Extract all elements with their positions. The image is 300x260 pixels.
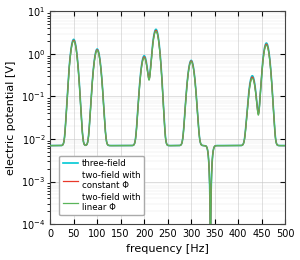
two-field with
linear Φ [154,30,158,33]
two-field with
linear Φ [58,144,62,147]
Y-axis label: electric potential [V]: electric potential [V] [6,61,16,175]
two-field with
constant Φ [62,138,66,141]
X-axis label: frequency [Hz]: frequency [Hz] [126,244,209,255]
two-field with
constant Φ [284,144,287,147]
two-field with
constant Φ [58,144,62,147]
two-field with
constant Φ [50,144,53,147]
three-field [58,144,62,147]
two-field with
linear Φ [163,132,167,135]
two-field with
linear Φ [271,99,275,102]
two-field with
linear Φ [48,144,52,147]
two-field with
constant Φ [94,49,98,53]
Line: two-field with
constant Φ: two-field with constant Φ [50,30,285,260]
three-field [50,144,53,147]
two-field with
constant Φ [271,98,275,101]
three-field [284,144,287,147]
three-field [154,28,158,31]
Legend: three-field, two-field with
constant Φ, two-field with
linear Φ: three-field, two-field with constant Φ, … [59,156,144,216]
Line: three-field: three-field [50,29,285,260]
three-field [62,138,66,141]
three-field [163,131,167,134]
two-field with
constant Φ [48,144,52,147]
two-field with
linear Φ [94,50,98,53]
two-field with
constant Φ [154,29,158,32]
two-field with
linear Φ [62,138,66,141]
three-field [271,96,275,100]
Line: two-field with
linear Φ: two-field with linear Φ [50,31,285,260]
three-field [94,49,98,52]
two-field with
linear Φ [50,144,53,147]
three-field [48,144,52,147]
two-field with
constant Φ [163,132,167,135]
two-field with
linear Φ [284,144,287,147]
